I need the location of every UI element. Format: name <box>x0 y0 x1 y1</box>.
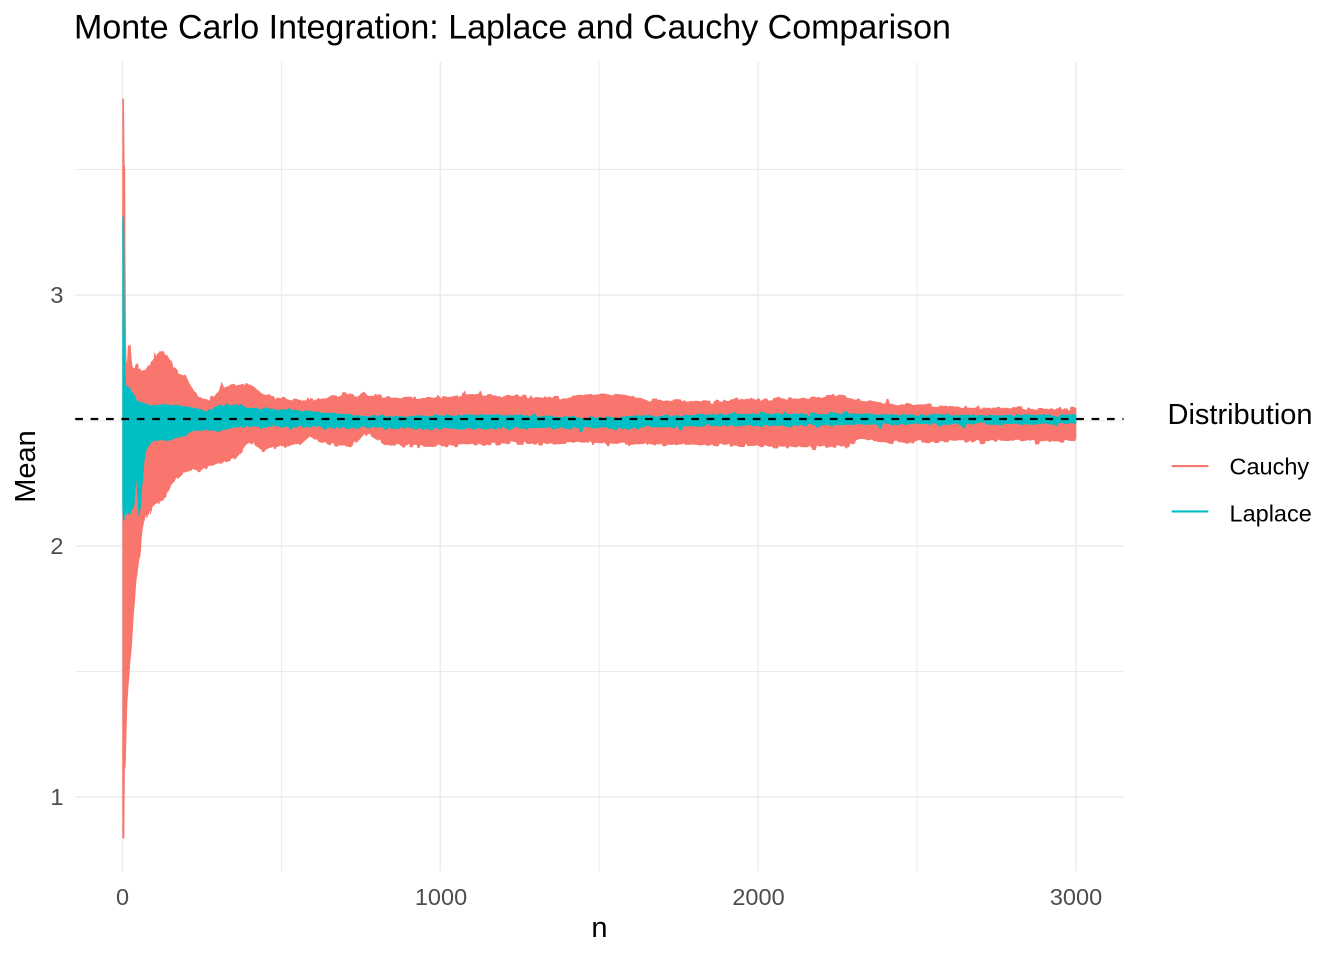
svg-text:2000: 2000 <box>732 884 784 910</box>
svg-text:0: 0 <box>116 884 129 910</box>
svg-text:Monte Carlo Integration: Lapla: Monte Carlo Integration: Laplace and Cau… <box>74 9 951 47</box>
svg-text:Cauchy: Cauchy <box>1230 454 1310 480</box>
svg-text:2: 2 <box>50 533 63 559</box>
svg-text:Laplace: Laplace <box>1230 501 1312 527</box>
svg-text:1: 1 <box>50 784 63 810</box>
svg-text:Mean: Mean <box>10 430 42 503</box>
svg-text:3000: 3000 <box>1050 884 1102 910</box>
svg-text:3: 3 <box>50 282 63 308</box>
svg-text:1000: 1000 <box>415 884 467 910</box>
svg-text:Distribution: Distribution <box>1168 399 1313 431</box>
svg-text:n: n <box>591 912 607 944</box>
